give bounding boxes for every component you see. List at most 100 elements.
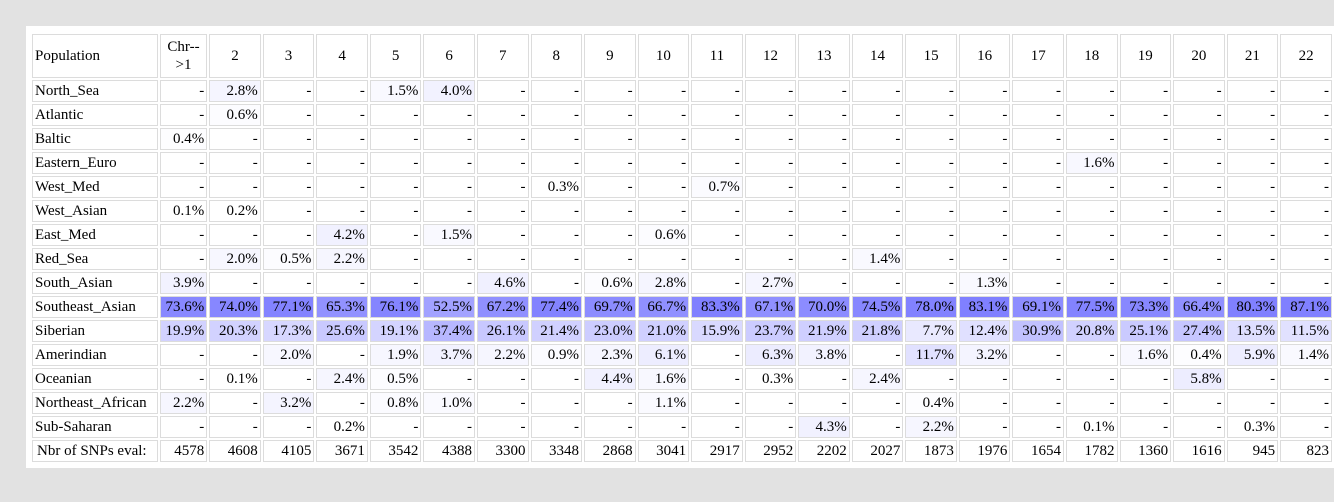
snp-count-cell: 2868: [584, 440, 636, 462]
column-header-chr-5: 5: [369, 34, 422, 78]
population-name: North_Sea: [32, 80, 158, 102]
percentage-cell: 2.2%: [159, 392, 208, 414]
percentage-cell: 66.4%: [1173, 296, 1225, 318]
percentage-cell: 0.4%: [1173, 344, 1225, 366]
column-header-chr-19: 19: [1119, 34, 1172, 78]
percentage-cell: 0.3%: [530, 176, 583, 198]
percentage-cell: -: [798, 392, 850, 414]
percentage-cell: 2.8%: [209, 80, 261, 102]
percentage-cell: -: [530, 416, 583, 438]
percentage-cell: -: [1065, 344, 1118, 366]
percentage-cell: -: [691, 128, 743, 150]
percentage-cell: -: [744, 128, 797, 150]
column-header-chr-15: 15: [905, 34, 957, 78]
percentage-cell: -: [958, 80, 1011, 102]
percentage-cell: -: [369, 104, 422, 126]
percentage-cell: -: [369, 200, 422, 222]
percentage-cell: -: [798, 272, 850, 294]
percentage-cell: -: [1173, 80, 1225, 102]
percentage-cell: -: [905, 200, 957, 222]
percentage-cell: -: [530, 200, 583, 222]
percentage-cell: -: [1280, 128, 1332, 150]
percentage-cell: -: [209, 152, 261, 174]
percentage-cell: -: [1173, 392, 1225, 414]
percentage-cell: -: [476, 392, 529, 414]
percentage-cell: -: [905, 248, 957, 270]
column-header-chr-18: 18: [1065, 34, 1118, 78]
percentage-cell: -: [423, 152, 475, 174]
percentage-cell: -: [851, 224, 904, 246]
percentage-cell: -: [1065, 176, 1118, 198]
percentage-cell: -: [369, 224, 422, 246]
percentage-cell: 23.0%: [584, 320, 636, 342]
column-header-chr-11: 11: [691, 34, 743, 78]
percentage-cell: -: [958, 368, 1011, 390]
percentage-cell: -: [1173, 176, 1225, 198]
percentage-cell: -: [1119, 416, 1172, 438]
percentage-cell: -: [1012, 344, 1064, 366]
percentage-cell: -: [798, 152, 850, 174]
percentage-cell: -: [1226, 128, 1279, 150]
column-header-chr-20: 20: [1173, 34, 1225, 78]
percentage-cell: 4.4%: [584, 368, 636, 390]
percentage-cell: -: [530, 80, 583, 102]
percentage-cell: -: [637, 200, 690, 222]
percentage-cell: -: [1119, 176, 1172, 198]
percentage-cell: -: [1280, 152, 1332, 174]
percentage-cell: -: [209, 176, 261, 198]
percentage-cell: -: [744, 392, 797, 414]
percentage-cell: -: [1119, 392, 1172, 414]
percentage-cell: -: [423, 104, 475, 126]
percentage-cell: -: [476, 80, 529, 102]
percentage-cell: 0.6%: [584, 272, 636, 294]
percentage-cell: -: [958, 248, 1011, 270]
column-header-chr-4: 4: [316, 34, 368, 78]
percentage-cell: -: [262, 224, 315, 246]
percentage-cell: -: [316, 104, 368, 126]
percentage-cell: 77.1%: [262, 296, 315, 318]
percentage-cell: -: [316, 128, 368, 150]
percentage-cell: -: [262, 80, 315, 102]
population-name: Oceanian: [32, 368, 158, 390]
percentage-cell: -: [1012, 152, 1064, 174]
percentage-cell: -: [1065, 368, 1118, 390]
percentage-cell: 20.8%: [1065, 320, 1118, 342]
percentage-cell: -: [1173, 224, 1225, 246]
percentage-cell: -: [798, 104, 850, 126]
percentage-cell: -: [958, 176, 1011, 198]
percentage-cell: 2.4%: [316, 368, 368, 390]
percentage-cell: -: [1280, 104, 1332, 126]
percentage-cell: 3.9%: [159, 272, 208, 294]
percentage-cell: -: [1280, 80, 1332, 102]
percentage-cell: -: [584, 104, 636, 126]
column-header-chr-8: 8: [530, 34, 583, 78]
percentage-cell: -: [637, 176, 690, 198]
percentage-cell: 2.4%: [851, 368, 904, 390]
percentage-cell: 0.1%: [159, 200, 208, 222]
percentage-cell: -: [262, 128, 315, 150]
population-row: Baltic 0.4% - - - - - - - - - - - - - - - - - - - - -: [32, 128, 1332, 150]
percentage-cell: -: [744, 80, 797, 102]
percentage-cell: -: [159, 176, 208, 198]
percentage-cell: 77.4%: [530, 296, 583, 318]
percentage-cell: -: [905, 176, 957, 198]
percentage-cell: -: [423, 272, 475, 294]
percentage-cell: 74.0%: [209, 296, 261, 318]
percentage-cell: -: [744, 104, 797, 126]
percentage-cell: -: [369, 416, 422, 438]
population-row: Oceanian -0.1% -2.4% 0.5% - - -4.4% 1.6% -0.3% -2…: [32, 368, 1332, 390]
percentage-cell: -: [1012, 224, 1064, 246]
percentage-cell: -: [637, 80, 690, 102]
percentage-cell: -: [159, 152, 208, 174]
percentage-cell: 25.6%: [316, 320, 368, 342]
percentage-cell: 2.2%: [905, 416, 957, 438]
population-header: Population: [32, 34, 158, 78]
snp-count-cell: 4105: [262, 440, 315, 462]
percentage-cell: 73.6%: [159, 296, 208, 318]
percentage-cell: -: [530, 272, 583, 294]
percentage-cell: -: [209, 344, 261, 366]
percentage-cell: 0.5%: [262, 248, 315, 270]
percentage-cell: 11.7%: [905, 344, 957, 366]
percentage-cell: -: [851, 200, 904, 222]
percentage-cell: -: [1173, 128, 1225, 150]
